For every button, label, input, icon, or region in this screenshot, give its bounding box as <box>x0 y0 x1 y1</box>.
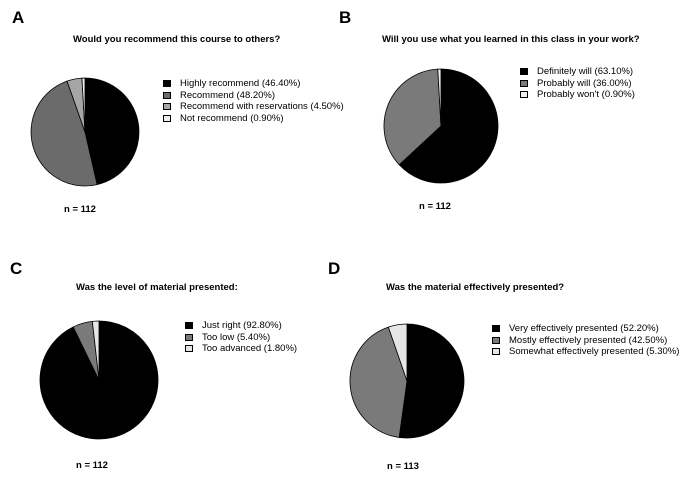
n-count-c: n = 112 <box>76 460 108 471</box>
legend-c: Just right (92.80%) Too low (5.40%) Too ad… <box>185 320 297 355</box>
pie-slice-very-effectively-presented <box>398 323 465 439</box>
pie-slice-recommend <box>30 80 98 187</box>
legend-label: Not recommend (0.90%) <box>180 112 284 124</box>
panel-title-c: Was the level of material presented: <box>76 282 238 293</box>
panel-letter-d: D <box>328 259 341 278</box>
panel-letter-b: B <box>339 8 352 27</box>
panel-letter-c: C <box>10 259 23 278</box>
legend-item-probably-won-t: Probably won't (0.90%) <box>520 89 635 101</box>
legend-label: Definitely will (63.10%) <box>537 66 634 78</box>
legend-swatch <box>163 91 171 99</box>
legend-item-too-advanced: Too advanced (1.80%) <box>185 343 297 355</box>
legend-label: Too low (5.40%) <box>202 331 271 343</box>
pie-slice-probably-won-t <box>437 68 442 127</box>
legend-label: Just right (92.80%) <box>202 320 282 332</box>
legend-swatch <box>163 80 171 88</box>
legend-swatch <box>492 325 500 333</box>
n-count-b: n = 112 <box>419 201 451 212</box>
legend-item-very-effectively-presented: Very effectively presented (52.20%) <box>492 323 679 335</box>
legend-label: Very effectively presented (52.20%) <box>509 323 659 335</box>
legend-swatch <box>185 345 193 353</box>
legend-item-recommend-with-reservations: Recommend with reservations (4.50%) <box>163 101 344 113</box>
legend-a: Highly recommend (46.40%) Recommend (48.2… <box>163 78 344 124</box>
pie-chart-c <box>39 320 159 440</box>
legend-swatch <box>520 79 528 87</box>
legend-item-not-recommend: Not recommend (0.90%) <box>163 113 344 125</box>
legend-swatch <box>163 114 171 122</box>
pie-slice-definitely-will <box>398 68 499 184</box>
legend-label: Probably will (36.00%) <box>537 77 632 89</box>
legend-d: Very effectively presented (52.20%) Mostl… <box>492 323 679 358</box>
legend-swatch <box>163 103 171 111</box>
legend-swatch <box>185 333 193 341</box>
legend-label: Probably won't (0.90%) <box>537 89 635 101</box>
legend-label: Highly recommend (46.40%) <box>180 78 301 90</box>
pie-slice-too-advanced <box>91 320 100 381</box>
legend-item-just-right: Just right (92.80%) <box>185 320 297 332</box>
legend-item-recommend: Recommend (48.20%) <box>163 90 344 102</box>
legend-swatch <box>492 348 500 356</box>
pie-slice-mostly-effectively-presented <box>349 326 408 438</box>
pie-slice-probably-will <box>383 68 442 166</box>
legend-label: Mostly effectively presented (42.50%) <box>509 334 668 346</box>
legend-item-probably-will: Probably will (36.00%) <box>520 78 635 90</box>
legend-label: Recommend with reservations (4.50%) <box>180 101 344 113</box>
legend-item-mostly-effectively-presented: Mostly effectively presented (42.50%) <box>492 335 679 347</box>
pie-chart-b <box>383 68 499 184</box>
panel-letter-a: A <box>12 8 25 27</box>
n-count-d: n = 113 <box>387 461 419 472</box>
pie-slice-not-recommend <box>81 77 86 133</box>
legend-label: Too advanced (1.80%) <box>202 343 298 355</box>
legend-swatch <box>520 68 528 76</box>
pie-slice-somewhat-effectively-presented <box>387 323 408 382</box>
legend-item-somewhat-effectively-presented: Somewhat effectively presented (5.30%) <box>492 346 679 358</box>
pie-slice-highly-recommend <box>84 77 140 186</box>
legend-swatch <box>520 91 528 99</box>
pie-chart-a <box>30 77 140 187</box>
legend-swatch <box>185 322 193 330</box>
legend-item-too-low: Too low (5.40%) <box>185 332 297 344</box>
panel-title-d: Was the material effectively presented? <box>386 282 565 293</box>
panel-title-a: Would you recommend this course to other… <box>73 34 281 45</box>
legend-item-highly-recommend: Highly recommend (46.40%) <box>163 78 344 90</box>
panel-title-b: Will you use what you learned in this cl… <box>382 34 640 45</box>
legend-label: Recommend (48.20%) <box>180 89 276 101</box>
pie-chart-d <box>349 323 465 439</box>
legend-b: Definitely will (63.10%) Probably will (3… <box>520 66 635 101</box>
n-count-a: n = 112 <box>64 204 96 215</box>
legend-item-definitely-will: Definitely will (63.10%) <box>520 66 635 78</box>
legend-label: Somewhat effectively presented (5.30%) <box>509 346 680 358</box>
legend-swatch <box>492 336 500 344</box>
